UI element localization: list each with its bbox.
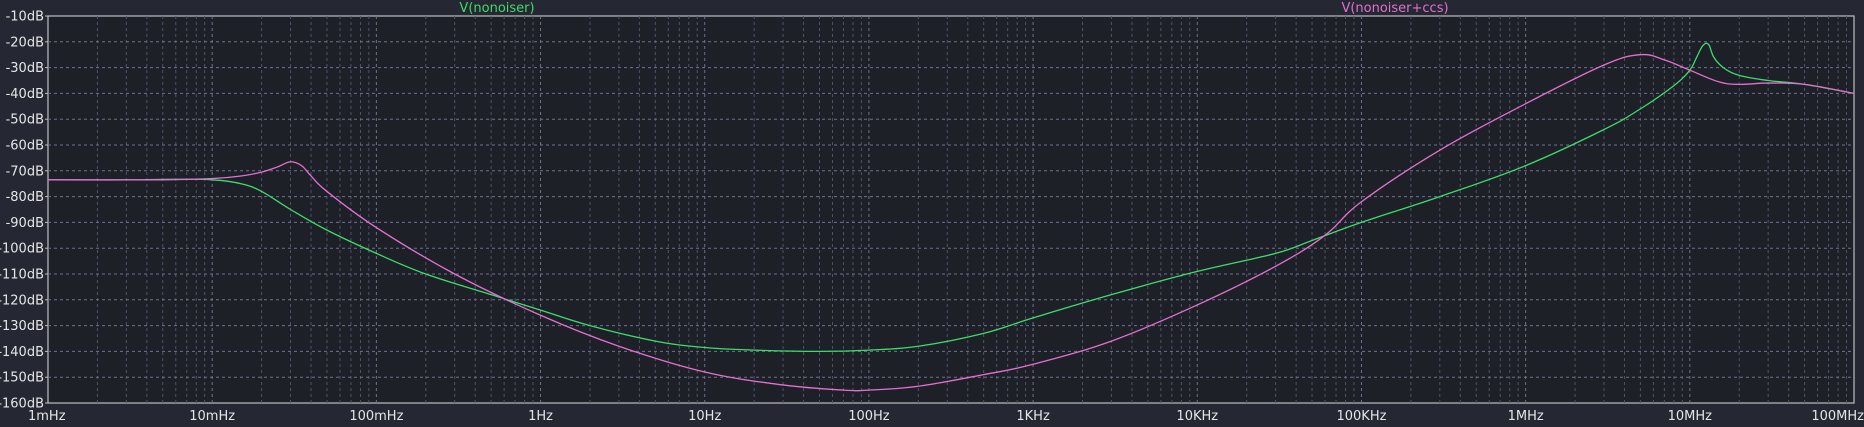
x-tick-label: 100KHz	[1336, 409, 1386, 424]
x-tick-label: 10MHz	[1668, 409, 1713, 424]
y-tick-label: -90dB	[6, 216, 44, 231]
y-tick-label: -70dB	[6, 164, 44, 179]
x-tick-label: 100mHz	[349, 409, 403, 424]
y-tick-label: -150dB	[0, 371, 44, 386]
x-tick-label: 1KHz	[1016, 409, 1050, 424]
x-tick-label: 1Hz	[528, 409, 553, 424]
x-tick-label: 10mHz	[189, 409, 235, 424]
plot-area	[47, 15, 1855, 404]
y-tick-label: -40dB	[6, 87, 44, 102]
y-tick-label: -100dB	[0, 242, 44, 257]
legend-label-2: V(nonoiser+ccs)	[1341, 1, 1448, 16]
y-tick-label: -110dB	[0, 268, 44, 283]
y-axis-ticks: -10dB -20dB -30dB -40dB -50dB -60dB -70dB -80dB…	[0, 10, 48, 412]
grid	[48, 16, 1854, 403]
x-tick-label: 1MHz	[1508, 409, 1544, 424]
series-lines	[47, 42, 1855, 392]
series-line-2	[47, 53, 1855, 392]
x-tick-label: 10KHz	[1176, 409, 1218, 424]
y-tick-label: -20dB	[6, 35, 44, 50]
x-tick-label: 1mHz	[28, 409, 66, 424]
y-tick-label: -10dB	[6, 10, 44, 25]
y-tick-label: -30dB	[6, 61, 44, 76]
y-tick-label: -160dB	[0, 397, 44, 412]
x-tick-label: 10Hz	[688, 409, 721, 424]
series-line-1	[47, 42, 1855, 353]
x-tick-label: 100Hz	[848, 409, 890, 424]
x-tick-label: 100MHz	[1811, 409, 1864, 424]
y-tick-label: -80dB	[6, 190, 44, 205]
legend: V(nonoiser) V(nonoiser+ccs)	[459, 1, 1448, 16]
y-tick-label: -130dB	[0, 319, 44, 334]
y-tick-label: -60dB	[6, 139, 44, 154]
y-tick-label: -120dB	[0, 293, 44, 308]
y-tick-label: -140dB	[0, 345, 44, 360]
legend-label-1: V(nonoiser)	[459, 1, 534, 16]
x-axis-ticks: 1mHz 10mHz 100mHz 1Hz 10Hz 100Hz 1KHz 10KHz 100K…	[28, 409, 1864, 424]
y-tick-label: -50dB	[6, 113, 44, 128]
